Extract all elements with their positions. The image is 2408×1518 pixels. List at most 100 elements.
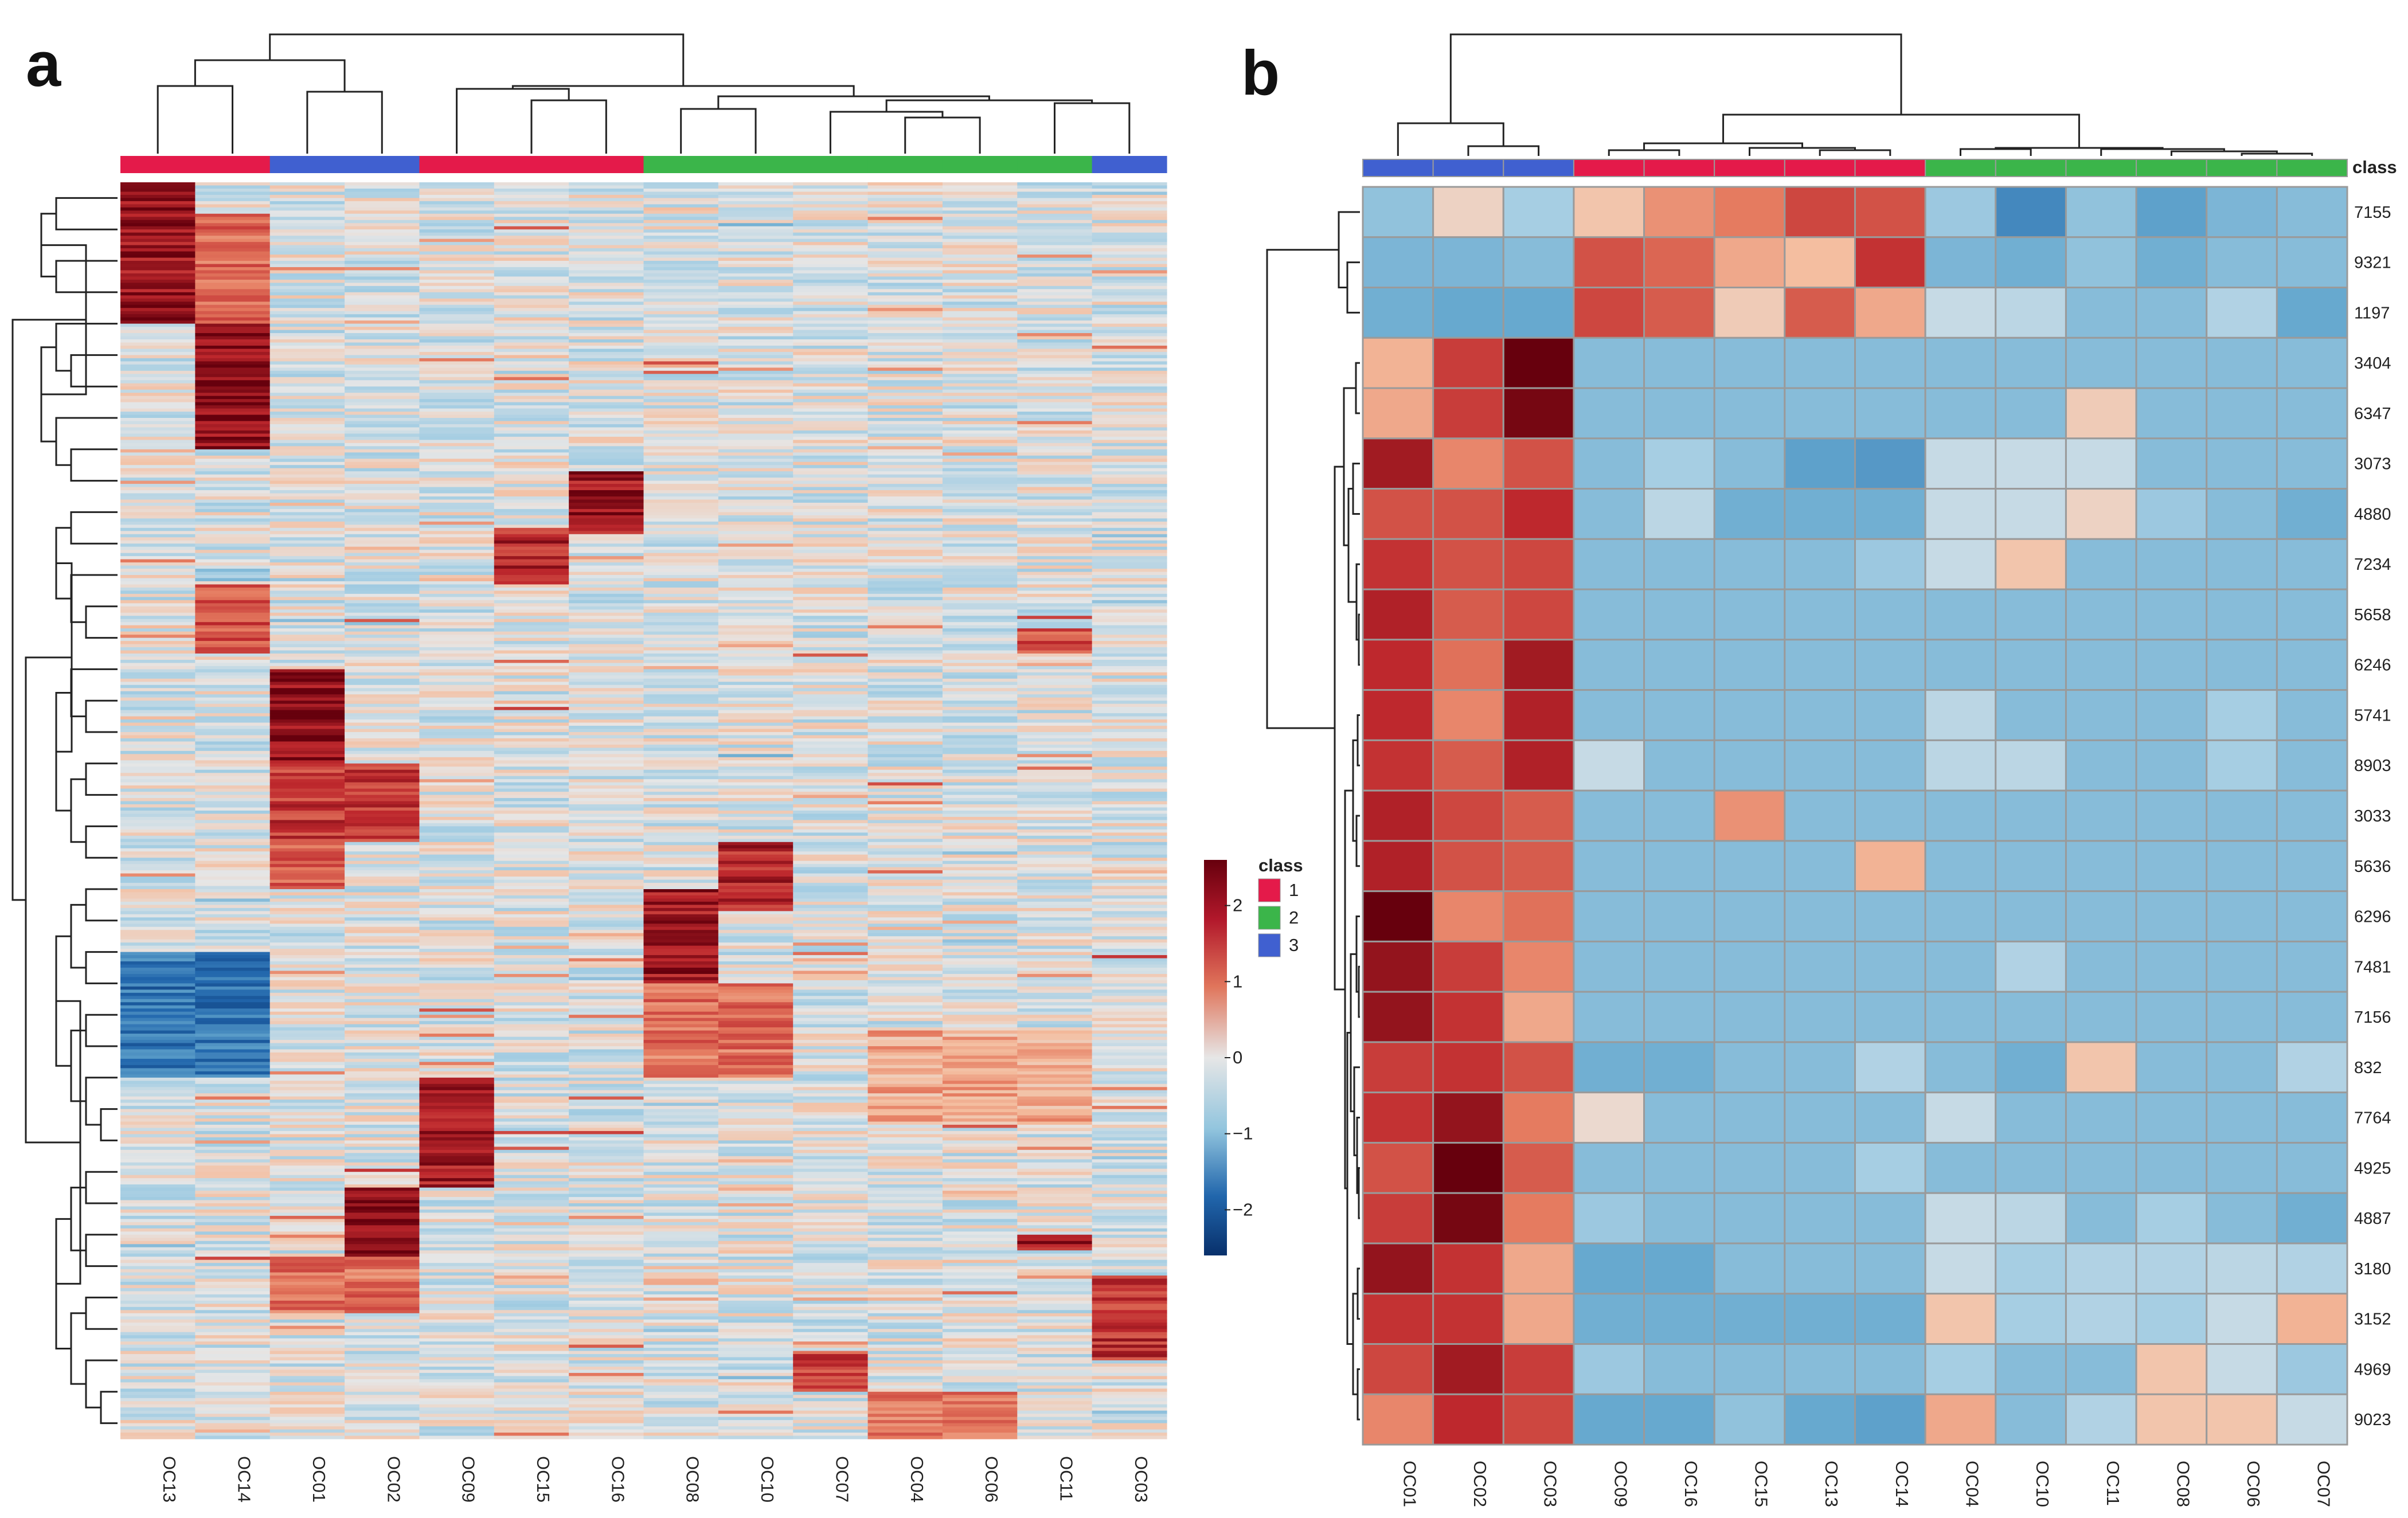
heatmap-a-cell	[269, 936, 345, 940]
heatmap-a-cell	[345, 663, 420, 667]
heatmap-a-cell	[643, 506, 719, 510]
heatmap-a-cell	[1017, 502, 1093, 507]
heatmap-a-cell	[120, 1209, 196, 1214]
heatmap-a-cell	[345, 949, 420, 953]
heatmap-a-cell	[269, 182, 345, 186]
heatmap-a-cell	[494, 776, 569, 780]
heatmap-a-cell	[345, 471, 420, 475]
heatmap-a-cell	[269, 1015, 345, 1019]
heatmap-a-cell	[269, 879, 345, 883]
heatmap-a-cell	[793, 1128, 869, 1132]
heatmap-a-cell	[345, 283, 420, 287]
heatmap-a-cell	[269, 1259, 345, 1263]
heatmap-a-cell	[718, 1046, 793, 1050]
heatmap-a-cell	[1017, 559, 1093, 563]
heatmap-a-cell	[195, 1191, 271, 1195]
heatmap-a-cell	[718, 358, 793, 362]
heatmap-a-cell	[494, 688, 569, 692]
heatmap-a-cell	[569, 986, 644, 990]
heatmap-a-cell	[867, 867, 943, 871]
heatmap-a-cell	[1017, 242, 1093, 246]
heatmap-a-cell	[569, 1206, 644, 1210]
heatmap-a-cell	[494, 1332, 569, 1336]
heatmap-a-cell	[419, 1159, 495, 1163]
heatmap-a-cell	[494, 1241, 569, 1245]
heatmap-a-cell	[494, 1382, 569, 1386]
heatmap-a-cell	[643, 1285, 719, 1289]
heatmap-a-cell	[793, 1178, 869, 1182]
heatmap-a-cell	[643, 1234, 719, 1238]
heatmap-a-cell	[419, 515, 495, 519]
heatmap-a-cell	[269, 911, 345, 915]
heatmap-a-cell	[195, 644, 271, 648]
heatmap-a-cell	[195, 386, 271, 390]
heatmap-a-cell	[942, 1294, 1018, 1298]
heatmap-a-cell	[195, 1109, 271, 1113]
heatmap-a-cell	[419, 562, 495, 566]
heatmap-a-cell	[643, 920, 719, 924]
heatmap-a-cell	[718, 1250, 793, 1254]
heatmap-a-cell	[269, 816, 345, 821]
heatmap-a-cell	[419, 858, 495, 862]
heatmap-a-cell	[269, 232, 345, 236]
heatmap-a-cell	[195, 380, 271, 384]
heatmap-a-cell	[793, 785, 869, 789]
heatmap-a-cell	[269, 342, 345, 346]
heatmap-a-cell	[867, 842, 943, 846]
heatmap-a-cell	[1017, 556, 1093, 560]
heatmap-a-cell	[120, 1083, 196, 1087]
heatmap-a-cell	[569, 1272, 644, 1276]
heatmap-a-cell	[569, 1209, 644, 1214]
heatmap-a-cell	[269, 641, 345, 645]
heatmap-a-cell	[345, 1372, 420, 1376]
heatmap-a-cell	[120, 443, 196, 447]
heatmap-a-cell	[195, 773, 271, 777]
heatmap-a-cell	[419, 678, 495, 682]
heatmap-a-cell	[718, 248, 793, 252]
heatmap-a-cell	[793, 1266, 869, 1270]
heatmap-a-cell	[195, 1417, 271, 1421]
heatmap-a-cell	[867, 1062, 943, 1066]
heatmap-a-cell	[569, 842, 644, 846]
heatmap-a-cell	[269, 719, 345, 723]
heatmap-a-cell	[195, 851, 271, 855]
heatmap-a-cell	[793, 835, 869, 839]
heatmap-a-cell	[942, 619, 1018, 623]
heatmap-a-cell	[793, 858, 869, 862]
heatmap-a-cell	[718, 898, 793, 902]
heatmap-a-cell	[643, 257, 719, 261]
heatmap-a-cell	[643, 1329, 719, 1333]
heatmap-a-cell	[643, 534, 719, 538]
heatmap-a-cell	[345, 930, 420, 934]
heatmap-a-cell	[942, 1194, 1018, 1198]
heatmap-a-cell	[120, 1159, 196, 1163]
heatmap-a-cell	[494, 813, 569, 817]
heatmap-a-cell	[718, 1140, 793, 1144]
heatmap-a-dendrogram-branch	[456, 88, 570, 154]
heatmap-a-cell	[345, 1162, 420, 1166]
heatmap-a-cell	[269, 1034, 345, 1038]
heatmap-a-cell	[120, 726, 196, 730]
heatmap-a-cell	[419, 1215, 495, 1219]
heatmap-a-cell	[718, 414, 793, 418]
heatmap-a-cell	[643, 779, 719, 783]
heatmap-a-cell	[494, 1325, 569, 1329]
heatmap-a-cell	[195, 1081, 271, 1085]
heatmap-a-cell	[867, 1200, 943, 1204]
heatmap-a-cell	[120, 493, 196, 497]
heatmap-a-cell	[195, 421, 271, 425]
heatmap-a-cell	[1017, 389, 1093, 393]
heatmap-a-cell	[120, 716, 196, 720]
heatmap-a-cell	[345, 487, 420, 491]
heatmap-a-cell	[643, 446, 719, 450]
heatmap-a-cell	[867, 713, 943, 717]
heatmap-a-cell	[793, 842, 869, 846]
heatmap-a-cell	[718, 1040, 793, 1044]
heatmap-a-cell	[1017, 364, 1093, 368]
heatmap-a-cell	[867, 1178, 943, 1182]
heatmap-a-cell	[867, 1121, 943, 1125]
heatmap-a-cell	[195, 945, 271, 949]
heatmap-a-cell	[867, 414, 943, 418]
heatmap-a-cell	[419, 587, 495, 591]
heatmap-a-cell	[867, 877, 943, 881]
